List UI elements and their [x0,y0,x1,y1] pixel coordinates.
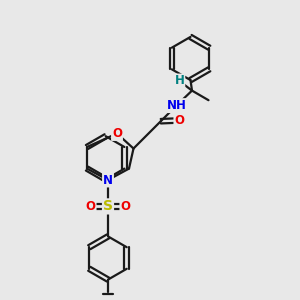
Text: NH: NH [167,99,186,112]
Text: O: O [174,114,184,127]
Text: S: S [103,200,113,213]
Text: H: H [175,74,184,88]
Text: N: N [103,173,113,187]
Text: O: O [85,200,96,213]
Text: O: O [112,127,122,140]
Text: O: O [120,200,130,213]
